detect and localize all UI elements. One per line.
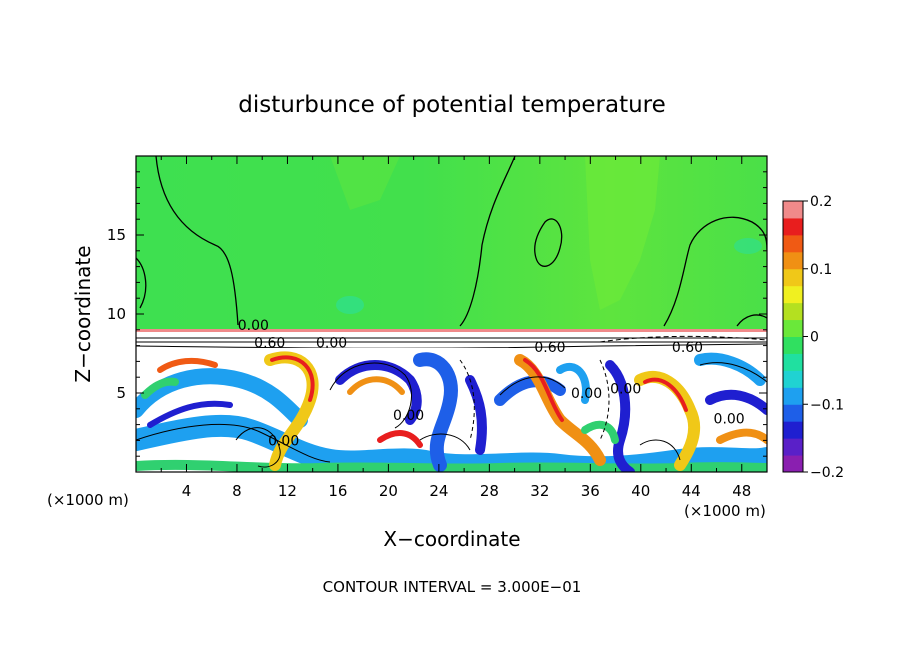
interface-band: [136, 329, 767, 332]
contour-interval-footer: CONTOUR INTERVAL = 3.000E−01: [323, 578, 582, 596]
colorbar-segment: [783, 234, 803, 253]
contour-label: 0.00: [610, 381, 641, 397]
y-tick-label: 5: [116, 384, 126, 402]
x-tick-label: 16: [328, 482, 347, 500]
upper-cool-patch: [336, 296, 364, 314]
x-unit-right: (×1000 m): [684, 502, 766, 520]
contour-label: 0.00: [238, 318, 269, 334]
x-tick-label: 28: [480, 482, 499, 500]
contour-labels: 0.000.60 0.00 0.60 0.600.00 0.000.000.00 0.00: [238, 318, 745, 449]
x-tick-label: 44: [682, 482, 701, 500]
x-unit-left: (×1000 m): [47, 491, 129, 509]
contour-label: 0.00: [571, 386, 602, 402]
colorbar-segment: [783, 370, 803, 388]
contour-label: 0.60: [672, 340, 703, 356]
colorbar-tick-label: 0: [810, 330, 819, 346]
colorbar-segment: [783, 302, 803, 321]
upper-contour: [736, 314, 767, 327]
colorbar-segment: [783, 251, 803, 270]
upper-layer-field: [136, 156, 767, 331]
x-tick-label: 24: [429, 482, 448, 500]
contour-label: 0.00: [393, 408, 424, 424]
contour-label: 0.00: [714, 411, 745, 427]
colorbar-tick-label: 0.1: [810, 262, 832, 278]
colorbar-segment: [783, 455, 803, 473]
colorbar-segment: [783, 201, 803, 219]
contour-label: 0.00: [316, 335, 347, 351]
colorbar-segment: [783, 319, 803, 337]
upper-warm-patch: [585, 156, 660, 310]
upper-contour: [534, 218, 563, 267]
colorbar-segment: [783, 438, 803, 456]
upper-contour: [155, 156, 239, 326]
y-axis-label: Z−coordinate: [71, 245, 95, 382]
contour-label: 0.60: [534, 340, 565, 356]
colorbar-segment: [783, 404, 803, 422]
x-tick-label: 48: [732, 482, 751, 500]
upper-cool-patch: [734, 238, 762, 254]
x-axis: 4 8 12 16 20 24 28 32 36 40 44 48: [135, 156, 768, 500]
plot-area: 0.000.60 0.00 0.60 0.600.00 0.000.000.00 0.00: [136, 156, 767, 472]
x-tick-label: 32: [530, 482, 549, 500]
chart-title: disturbunce of potential temperature: [238, 92, 666, 118]
colorbar-segment: [783, 285, 803, 304]
x-tick-label: 12: [278, 482, 297, 500]
upper-warm-patch: [330, 156, 400, 210]
contour-label: 0.60: [254, 335, 285, 351]
colorbar-segment: [783, 336, 803, 354]
y-axis: 5 10 15: [107, 155, 767, 473]
colorbar-tick-label: 0.2: [810, 194, 832, 210]
interface-band: [136, 332, 767, 348]
colorbar-segment: [783, 353, 803, 371]
x-tick-label: 8: [232, 482, 242, 500]
x-tick-label: 4: [182, 482, 192, 500]
upper-contour: [663, 216, 767, 327]
turbulent-contours: [136, 362, 767, 468]
x-tick-label: 36: [581, 482, 600, 500]
colorbar-tick-label: −0.1: [810, 397, 844, 413]
x-tick-label: 40: [631, 482, 650, 500]
x-tick-label: 20: [379, 482, 398, 500]
colorbar-tick-label: −0.2: [810, 465, 844, 481]
colorbar-segment: [783, 421, 803, 439]
contour-label: 0.00: [268, 433, 299, 449]
colorbar-segment: [783, 268, 803, 287]
colorbar: 0.2 0.1 0 −0.1 −0.2: [782, 194, 844, 481]
y-tick-label: 10: [107, 305, 126, 323]
turbulent-contours-dashed: [459, 359, 610, 441]
x-axis-label: X−coordinate: [383, 527, 520, 551]
upper-contour: [459, 156, 516, 327]
colorbar-segment: [783, 387, 803, 405]
upper-contour: [136, 257, 147, 309]
y-tick-label: 15: [107, 226, 126, 244]
colorbar-segment: [783, 217, 803, 236]
